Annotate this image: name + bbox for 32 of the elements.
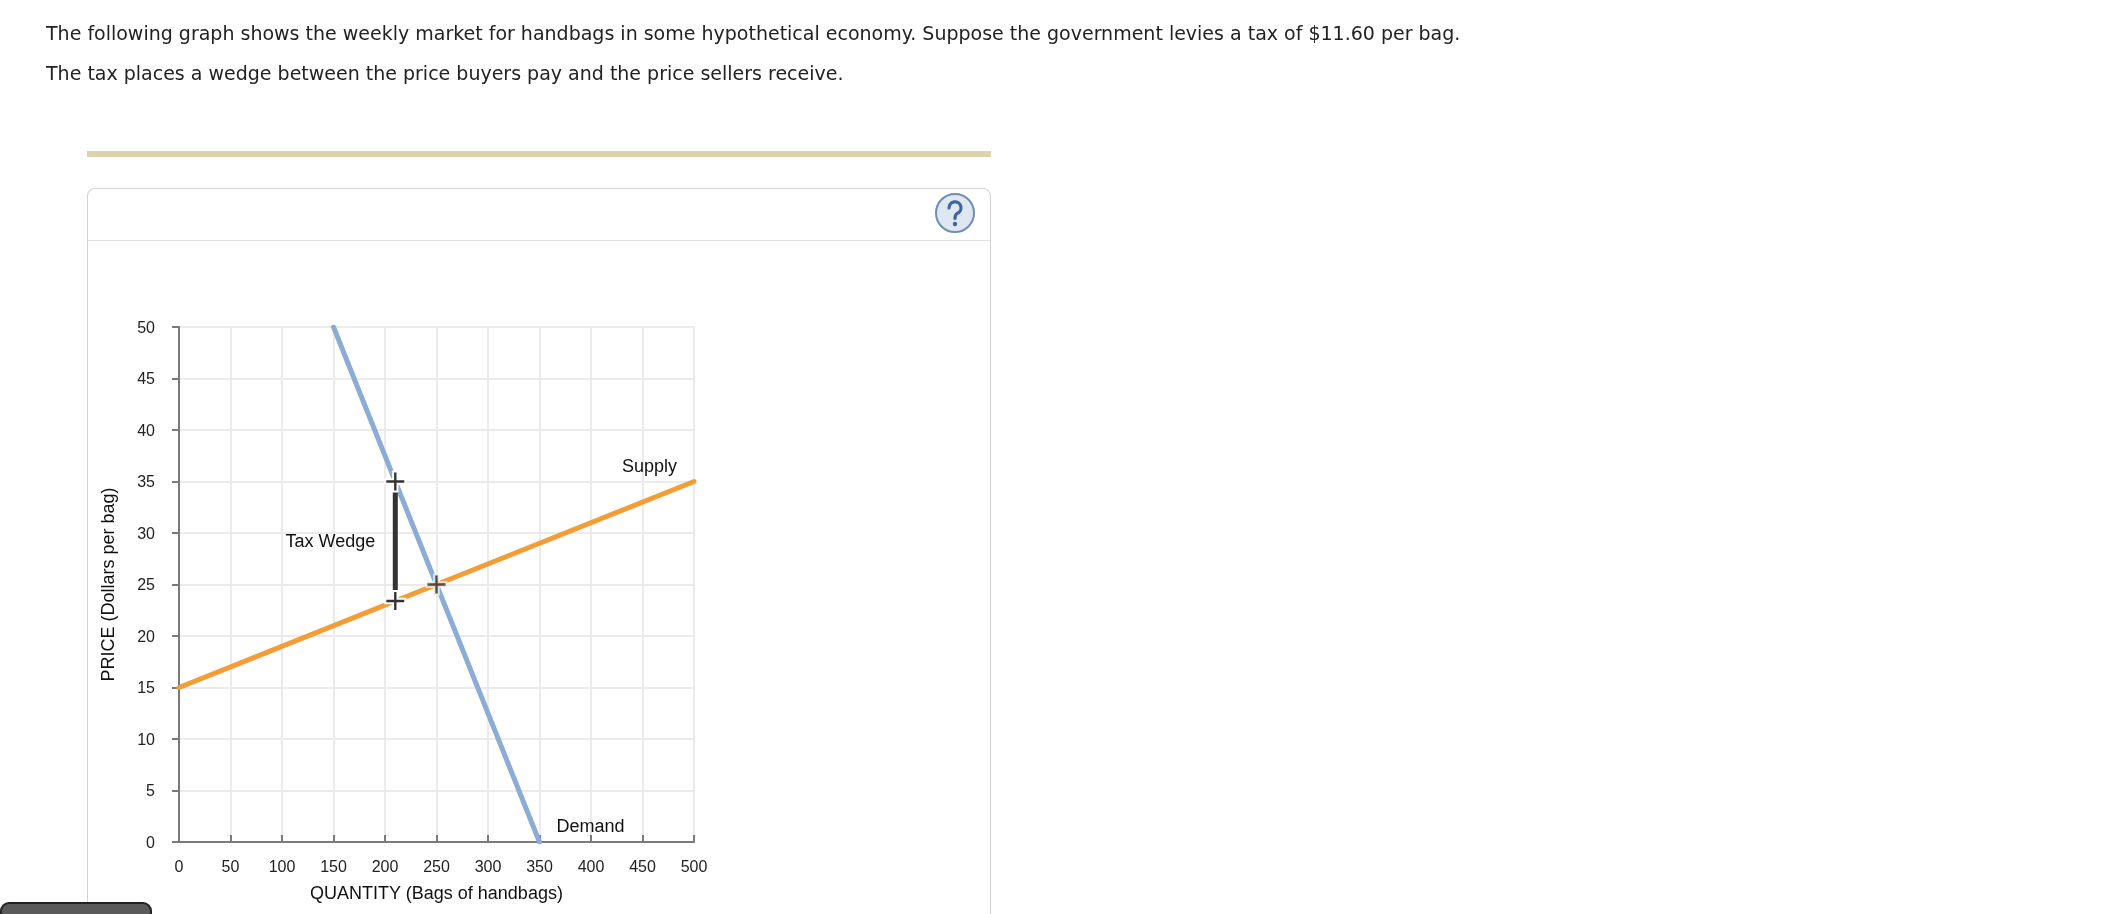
y-tick-label: 30 — [137, 524, 156, 542]
y-tick-label: 10 — [137, 730, 156, 748]
chart-subtitle: The tax places a wedge between the price buyers pay and the price sellers receive. — [46, 61, 844, 85]
x-tick-label: 0 — [174, 857, 184, 875]
y-tick-label: 45 — [137, 370, 156, 387]
point — [425, 573, 448, 596]
x-tick-label: 100 — [268, 857, 296, 875]
text: The following graph shows the weekly market for handbags in some hypothetical economy. Suppose the government levies a tax of $11.60 per bag. — [46, 21, 1461, 45]
x-tick-label: 300 — [474, 857, 502, 875]
y-axis-title: PRICE (Dollars per bag) — [98, 487, 118, 682]
x-tick-label: 400 — [577, 857, 605, 875]
y-tick-label: 35 — [137, 473, 156, 490]
x-tick-label: 350 — [526, 857, 553, 875]
y-tick-label: 5 — [146, 782, 156, 799]
x-tick-label: 200 — [371, 857, 399, 875]
x-tick-label: 250 — [423, 857, 450, 875]
y-tick-label: 20 — [137, 627, 156, 645]
y-tick-label: 50 — [137, 318, 156, 336]
series-label: Supply — [621, 455, 677, 476]
x-tick-label: 450 — [629, 857, 656, 875]
y-tick-label: 15 — [137, 679, 156, 696]
x-axis-title: QUANTITY (Bags of handbags) — [310, 883, 563, 903]
series-label: Tax Wedge — [285, 531, 376, 552]
x-tick-label: 150 — [320, 857, 347, 875]
point — [384, 589, 407, 612]
y-tick-label: 25 — [137, 576, 156, 593]
point — [384, 470, 407, 493]
y-tick-label: 40 — [137, 421, 156, 439]
x-tick-label: 500 — [680, 857, 708, 875]
series-label: Demand — [556, 816, 625, 836]
y-tick-label: 0 — [146, 833, 156, 851]
x-tick-label: 50 — [221, 857, 240, 875]
